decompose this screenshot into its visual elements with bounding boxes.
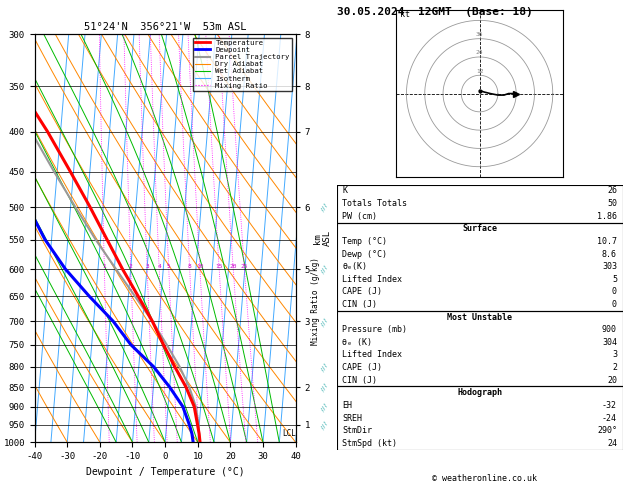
Text: 36: 36 — [476, 32, 483, 37]
Text: 15: 15 — [215, 264, 223, 269]
Text: 3: 3 — [145, 264, 149, 269]
Text: Pressure (mb): Pressure (mb) — [342, 325, 407, 334]
Text: LCL: LCL — [282, 429, 296, 438]
Text: ///: /// — [320, 382, 328, 393]
Text: θₑ (K): θₑ (K) — [342, 338, 372, 347]
Legend: Temperature, Dewpoint, Parcel Trajectory, Dry Adiabat, Wet Adiabat, Isotherm, Mi: Temperature, Dewpoint, Parcel Trajectory… — [193, 37, 292, 91]
Text: Lifted Index: Lifted Index — [342, 275, 402, 284]
Text: 303: 303 — [602, 262, 617, 271]
Text: Totals Totals: Totals Totals — [342, 199, 407, 208]
Text: 24: 24 — [607, 439, 617, 448]
Text: 0: 0 — [612, 300, 617, 309]
Text: 10.7: 10.7 — [597, 237, 617, 246]
Text: 0: 0 — [612, 287, 617, 296]
Text: 8.6: 8.6 — [602, 249, 617, 259]
Text: -24: -24 — [602, 414, 617, 422]
Text: 900: 900 — [602, 325, 617, 334]
Text: 1.86: 1.86 — [597, 212, 617, 221]
Text: CIN (J): CIN (J) — [342, 376, 377, 385]
Text: 304: 304 — [602, 338, 617, 347]
Y-axis label: km
ASL: km ASL — [313, 230, 332, 246]
Text: ///: /// — [320, 263, 328, 275]
Text: 8: 8 — [187, 264, 191, 269]
Text: ///: /// — [320, 361, 328, 372]
Text: 3: 3 — [612, 350, 617, 360]
Text: 24: 24 — [476, 51, 483, 55]
Text: CIN (J): CIN (J) — [342, 300, 377, 309]
Text: K: K — [342, 187, 347, 195]
Title: 51°24'N  356°21'W  53m ASL: 51°24'N 356°21'W 53m ASL — [84, 22, 247, 32]
Text: 5: 5 — [612, 275, 617, 284]
Text: Temp (°C): Temp (°C) — [342, 237, 387, 246]
Text: SREH: SREH — [342, 414, 362, 422]
Text: 25: 25 — [241, 264, 248, 269]
Text: 26: 26 — [607, 187, 617, 195]
Text: ///: /// — [320, 202, 328, 213]
Text: 290°: 290° — [597, 426, 617, 435]
Text: Lifted Index: Lifted Index — [342, 350, 402, 360]
Text: kt: kt — [400, 10, 410, 19]
Text: 4: 4 — [157, 264, 161, 269]
Text: -32: -32 — [602, 401, 617, 410]
Text: 2: 2 — [612, 363, 617, 372]
Text: 2: 2 — [129, 264, 133, 269]
Text: Mixing Ratio (g/kg): Mixing Ratio (g/kg) — [311, 258, 320, 345]
Text: Surface: Surface — [462, 225, 497, 233]
Text: 50: 50 — [607, 199, 617, 208]
Text: 12: 12 — [476, 69, 483, 74]
Text: Dewp (°C): Dewp (°C) — [342, 249, 387, 259]
Text: θₑ(K): θₑ(K) — [342, 262, 367, 271]
Text: Most Unstable: Most Unstable — [447, 312, 512, 322]
Text: © weatheronline.co.uk: © weatheronline.co.uk — [432, 474, 537, 483]
X-axis label: Dewpoint / Temperature (°C): Dewpoint / Temperature (°C) — [86, 467, 245, 477]
Text: 1: 1 — [103, 264, 106, 269]
Text: CAPE (J): CAPE (J) — [342, 363, 382, 372]
Text: 20: 20 — [607, 376, 617, 385]
Text: PW (cm): PW (cm) — [342, 212, 377, 221]
Text: 30.05.2024  12GMT  (Base: 18): 30.05.2024 12GMT (Base: 18) — [337, 7, 532, 17]
Text: StmSpd (kt): StmSpd (kt) — [342, 439, 398, 448]
Text: 20: 20 — [230, 264, 237, 269]
Text: EH: EH — [342, 401, 352, 410]
Text: ///: /// — [320, 316, 328, 327]
Text: ///: /// — [320, 419, 328, 430]
Text: CAPE (J): CAPE (J) — [342, 287, 382, 296]
Text: 5: 5 — [167, 264, 170, 269]
Text: Hodograph: Hodograph — [457, 388, 502, 397]
Text: ///: /// — [320, 401, 328, 412]
Text: StmDir: StmDir — [342, 426, 372, 435]
Text: 10: 10 — [196, 264, 204, 269]
